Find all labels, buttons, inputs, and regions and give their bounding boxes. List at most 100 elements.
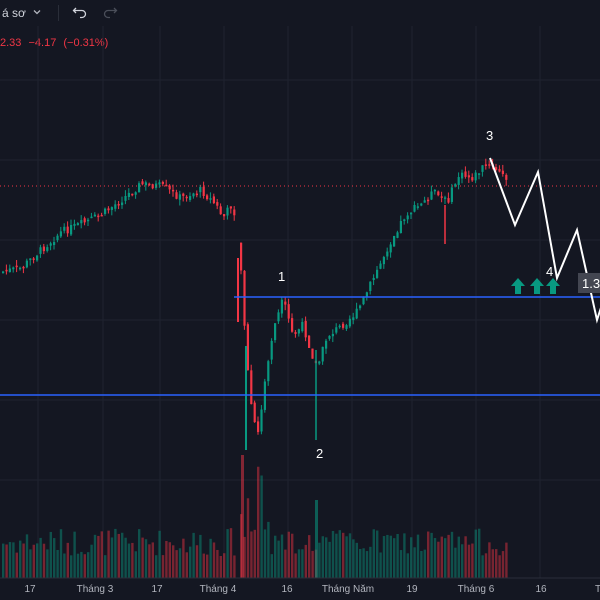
candle-body xyxy=(325,340,328,349)
volume-bar xyxy=(206,554,209,578)
candle-body xyxy=(80,220,83,224)
candle-body xyxy=(389,244,392,253)
volume-bar xyxy=(97,535,100,578)
volume-bar xyxy=(284,549,287,578)
candle-body xyxy=(25,260,28,268)
volume-bar xyxy=(2,543,5,578)
candle-body xyxy=(206,195,209,200)
candle-body xyxy=(447,198,450,203)
candle-body xyxy=(192,193,195,197)
candle-body xyxy=(345,325,348,329)
toolbar-divider xyxy=(57,5,59,21)
grid-lines xyxy=(0,26,600,578)
volume-bar xyxy=(505,542,508,578)
volume-bar xyxy=(413,547,416,578)
candle-body xyxy=(144,182,147,186)
candle-body xyxy=(100,214,103,217)
volume-bar xyxy=(8,542,12,578)
volume-bar xyxy=(127,543,131,578)
price-tag-box[interactable] xyxy=(578,273,600,293)
candle-body xyxy=(124,196,127,201)
volume-bar xyxy=(212,542,216,578)
candle-body xyxy=(488,164,491,166)
candle-body xyxy=(423,200,426,203)
candle-body xyxy=(471,177,474,181)
volume-bar xyxy=(73,531,76,578)
candle-body xyxy=(56,235,59,241)
candle-body xyxy=(484,164,487,166)
redo-icon[interactable] xyxy=(99,5,121,22)
candle-body xyxy=(32,258,35,260)
volume-bar xyxy=(161,555,165,578)
candle-body xyxy=(478,173,481,175)
volume-bar xyxy=(498,555,501,578)
candle-body xyxy=(87,219,90,222)
volume-bar xyxy=(22,543,25,578)
candle-body xyxy=(42,246,45,252)
volume-bars xyxy=(2,455,508,578)
candle-body xyxy=(376,269,379,278)
volume-bar xyxy=(114,528,117,578)
volume-bar xyxy=(219,555,222,578)
time-axis-label: Tháng Năm xyxy=(322,584,374,595)
wave-label-2: 2 xyxy=(316,446,323,461)
indicator-label[interactable]: á sơ xyxy=(2,6,26,20)
time-axis-label: Tháng 4 xyxy=(200,584,237,595)
volume-bar xyxy=(359,548,362,578)
undo-icon[interactable] xyxy=(69,5,91,22)
candle-body xyxy=(148,183,151,186)
wave-label-3: 3 xyxy=(486,128,493,143)
volume-bar xyxy=(168,542,171,578)
volume-bar xyxy=(195,545,199,578)
candle-body xyxy=(216,202,219,206)
projection-path[interactable] xyxy=(489,157,600,324)
volume-bar xyxy=(406,553,409,578)
candle-body xyxy=(97,215,100,218)
candle-body xyxy=(359,305,362,309)
volume-bar xyxy=(63,553,66,578)
candle-body xyxy=(212,196,215,204)
candle-body xyxy=(277,312,280,322)
volume-bar xyxy=(454,547,457,578)
chevron-down-icon[interactable] xyxy=(26,5,48,21)
volume-bar xyxy=(348,533,352,578)
candle-body xyxy=(121,202,124,206)
candle-body xyxy=(110,207,113,210)
volume-bar xyxy=(155,555,158,578)
volume-bar xyxy=(87,552,90,578)
candle-body xyxy=(5,269,8,272)
candle-body xyxy=(321,346,324,362)
volume-bar xyxy=(369,546,372,578)
candle-body xyxy=(437,191,440,196)
candle-body xyxy=(328,335,331,339)
volume-bar xyxy=(32,544,35,578)
candle-body xyxy=(444,197,447,199)
volume-bar xyxy=(372,529,375,578)
volume-bar xyxy=(117,533,120,578)
volume-bar xyxy=(328,541,331,578)
volume-bar xyxy=(471,543,474,578)
volume-bar xyxy=(93,534,97,578)
time-axis[interactable]: 17 Tháng 3 17 Tháng 4 16 Tháng Năm 19 Tháng 6 16… xyxy=(0,577,600,595)
volume-bar xyxy=(495,549,498,578)
candle-body xyxy=(467,175,470,178)
volume-bar xyxy=(46,549,49,578)
volume-bar xyxy=(182,538,185,578)
volume-bar xyxy=(416,534,420,578)
volume-bar xyxy=(386,534,389,578)
candle-body xyxy=(410,212,413,215)
candle-body xyxy=(134,192,137,195)
candle-body xyxy=(280,299,283,314)
candle-body xyxy=(76,223,79,226)
candle-body xyxy=(355,308,358,319)
volume-bar xyxy=(274,535,277,578)
volume-bar xyxy=(342,532,345,578)
candle-body xyxy=(223,214,226,217)
volume-bar xyxy=(382,536,386,578)
volume-bar xyxy=(121,532,124,578)
volume-bar xyxy=(277,540,280,578)
volume-bar xyxy=(189,546,192,578)
candle-body xyxy=(138,183,141,193)
